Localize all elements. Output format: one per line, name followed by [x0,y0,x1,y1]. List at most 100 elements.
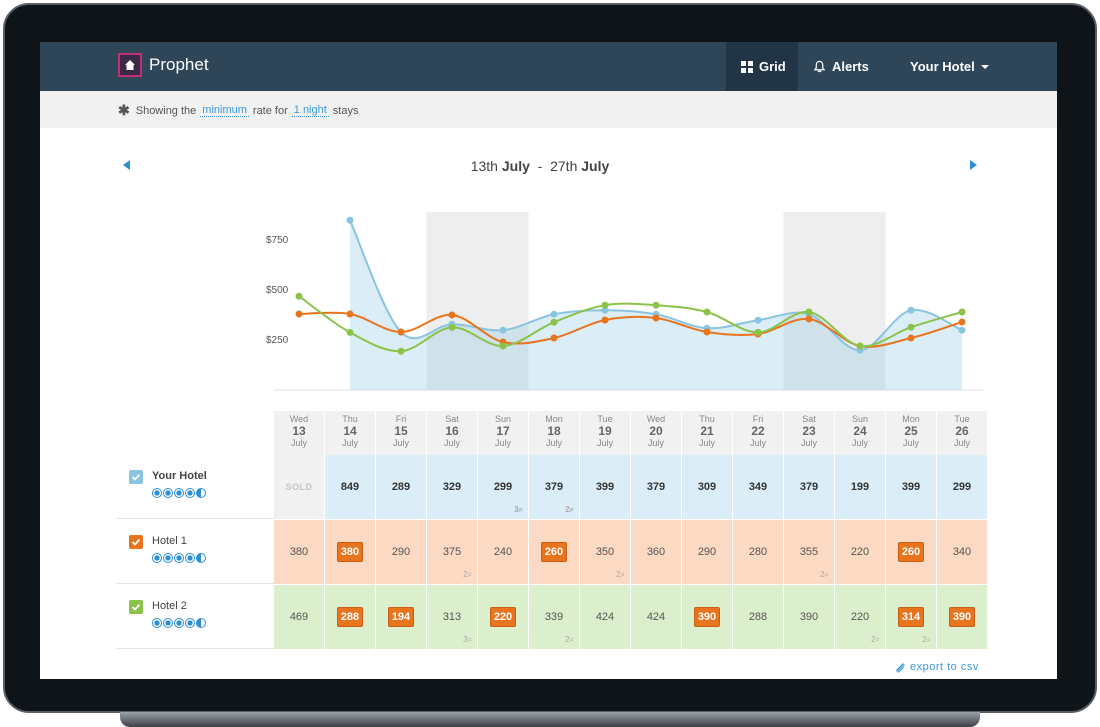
column-header-25: Mon 25 July [886,411,936,455]
column-dow: Mon [545,414,563,424]
home-logo-icon[interactable] [118,53,142,77]
rate-cell[interactable]: 289 [376,455,426,519]
rate-cell[interactable]: SOLD [274,455,324,519]
rate-value: 379 [799,481,819,493]
rate-cell[interactable]: 290 [376,520,426,584]
data-point-hotel_1 [652,314,660,322]
rate-cell[interactable]: 424 [631,585,681,649]
rate-cell[interactable]: 299 [937,455,987,519]
rate-value: 290 [391,546,411,558]
previous-period-arrow-icon[interactable] [123,160,130,170]
column-dow: Fri [395,414,407,424]
rate-cell[interactable]: 288 [325,585,375,649]
rate-value: 399 [901,481,921,493]
rate-value: 380 [289,546,309,558]
rate-cell[interactable]: 288 [733,585,783,649]
column-dow: Wed [646,414,666,424]
rate-cell[interactable]: 349 [733,455,783,519]
column-day: 20 [649,424,663,438]
asterisk-icon: ✱ [118,102,130,118]
rate-cell[interactable]: 220 2⌕ [835,585,885,649]
rate-value: 329 [442,481,462,493]
rate-value: 399 [595,481,615,493]
app-title[interactable]: Prophet [149,55,209,74]
data-point-hotel_1 [295,310,303,318]
rate-cell[interactable]: 309 [682,455,732,519]
column-day: 15 [394,424,408,438]
rate-cell[interactable]: 390 [682,585,732,649]
rate-cell[interactable]: 375 2⌕ [427,520,477,584]
rate-cell[interactable]: 290 [682,520,732,584]
column-month: July [443,438,460,448]
next-period-arrow-icon[interactable] [970,160,977,170]
series-checkbox[interactable] [129,470,143,484]
export-csv-link[interactable]: export to csv [895,661,979,673]
rate-cell[interactable]: 849 [325,455,375,519]
rate-cell[interactable]: 299 3⌕ [478,455,528,519]
rate-cell[interactable]: 240 [478,520,528,584]
rate-cell[interactable]: 360 [631,520,681,584]
row-label-1: Hotel 1 [116,520,274,584]
lowest-rate-badge: 260 [540,542,568,562]
half-rating-dot-icon [196,618,206,628]
rate-cell[interactable]: 220 [478,585,528,649]
rate-cell[interactable]: 339 2⌕ [529,585,579,649]
rating-dot-icon [152,618,162,628]
rate-cell[interactable]: 260 [529,520,579,584]
row-label-0: Your Hotel [116,455,274,519]
data-point-hotel_2 [448,323,456,331]
rate-type-selector[interactable]: minimum [200,104,249,117]
rate-cell[interactable]: 260 [886,520,936,584]
rate-cell[interactable]: 379 [631,455,681,519]
rate-cell[interactable]: 399 [580,455,630,519]
stay-length-selector[interactable]: 1 night [291,104,329,117]
column-month: July [341,438,358,448]
rating-dots [152,618,206,628]
min-stay-indicator: 2⌕ [616,570,625,579]
lowest-rate-badge: 314 [897,607,925,627]
check-icon [131,473,141,481]
rate-cell[interactable]: 390 [784,585,834,649]
rate-cell[interactable]: 194 [376,585,426,649]
lowest-rate-badge: 194 [387,607,415,627]
rate-cell[interactable]: 199 [835,455,885,519]
nav-grid-button[interactable]: Grid [726,42,798,91]
rate-cell[interactable]: 469 [274,585,324,649]
min-stay-indicator: 2⌕ [565,505,574,514]
rate-cell[interactable]: 313 3⌕ [427,585,477,649]
nav-alerts-label: Alerts [832,59,869,74]
rate-value: 240 [493,546,513,558]
data-point-hotel_1 [550,334,558,342]
column-header-16: Sat 16 July [427,411,477,455]
hotel-dropdown[interactable]: Your Hotel [910,42,989,91]
rate-cell[interactable]: 379 2⌕ [529,455,579,519]
column-day: 21 [700,424,714,438]
rate-cell[interactable]: 380 [274,520,324,584]
min-stay-indicator: 3⌕ [514,505,523,514]
series-checkbox[interactable] [129,600,143,614]
column-dow: Wed [289,414,309,424]
rate-cell[interactable]: 340 [937,520,987,584]
column-header-18: Mon 18 July [529,411,579,455]
rate-cell[interactable]: 379 [784,455,834,519]
rate-cell[interactable]: 390 [937,585,987,649]
data-point-hotel_2 [805,308,813,316]
rate-cell[interactable]: 399 [886,455,936,519]
rate-cell[interactable]: 355 2⌕ [784,520,834,584]
column-day: 26 [955,424,969,438]
rate-cell[interactable]: 424 [580,585,630,649]
column-day: 17 [496,424,510,438]
rate-value: 299 [493,481,513,493]
rating-dot-icon [174,553,184,563]
rate-cell[interactable]: 314 2⌕ [886,585,936,649]
rate-cell[interactable]: 329 [427,455,477,519]
column-day: 24 [853,424,867,438]
column-header-17: Sun 17 July [478,411,528,455]
rate-cell[interactable]: 220 [835,520,885,584]
nav-alerts-button[interactable]: Alerts [811,42,869,91]
column-dow: Tue [954,414,970,424]
rate-cell[interactable]: 350 2⌕ [580,520,630,584]
rate-cell[interactable]: 380 [325,520,375,584]
rate-cell[interactable]: 280 [733,520,783,584]
series-checkbox[interactable] [129,535,143,549]
